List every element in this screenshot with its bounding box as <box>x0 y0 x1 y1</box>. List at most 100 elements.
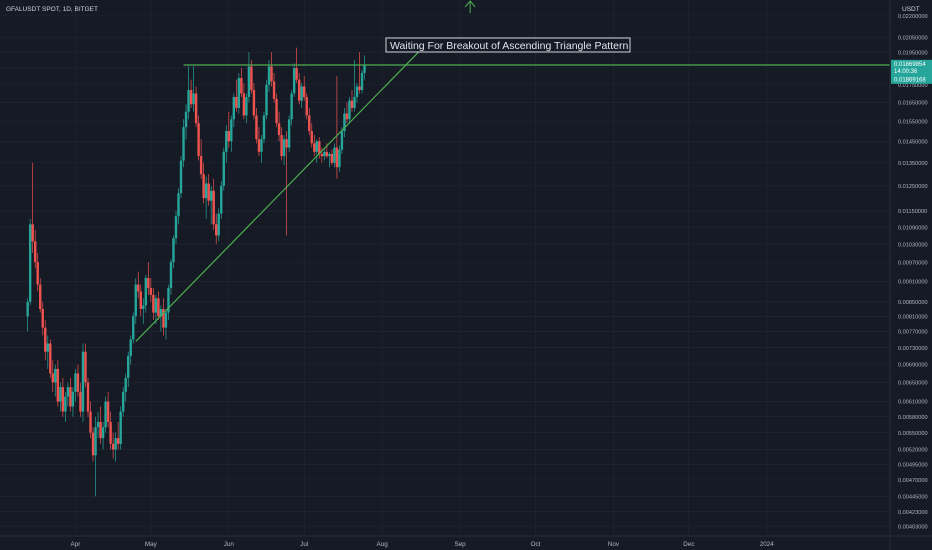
candle-body[interactable] <box>179 160 183 194</box>
candle-body[interactable] <box>280 135 283 157</box>
price-axis[interactable]: 0.022000000.020500000.019500000.01850000… <box>898 14 928 530</box>
candle-body[interactable] <box>147 278 150 288</box>
candle-body[interactable] <box>328 153 331 157</box>
candle-body[interactable] <box>320 153 324 157</box>
candle-body[interactable] <box>257 139 261 152</box>
candle-body[interactable] <box>134 284 137 317</box>
candle-body[interactable] <box>315 141 318 152</box>
candle-body[interactable] <box>144 278 148 306</box>
candle-body[interactable] <box>182 127 185 161</box>
candle-body[interactable] <box>250 66 253 90</box>
candle-body[interactable] <box>169 262 173 288</box>
candle-body[interactable] <box>154 298 158 313</box>
candle-body[interactable] <box>157 298 160 317</box>
candle-body[interactable] <box>207 183 210 201</box>
candle-body[interactable] <box>267 66 271 85</box>
candle-body[interactable] <box>124 377 127 392</box>
candle-body[interactable] <box>287 119 291 148</box>
candle-body[interactable] <box>177 193 180 217</box>
candle-body[interactable] <box>36 262 39 285</box>
candle-body[interactable] <box>247 66 251 98</box>
candle-body[interactable] <box>335 147 339 168</box>
candle-body[interactable] <box>159 308 163 317</box>
candle-body[interactable] <box>139 291 142 309</box>
candle-body[interactable] <box>230 119 233 142</box>
candle-body[interactable] <box>217 213 220 236</box>
candle-body[interactable] <box>199 156 203 175</box>
candle-body[interactable] <box>270 66 273 82</box>
candle-body[interactable] <box>101 427 105 439</box>
candle-body[interactable] <box>220 185 223 214</box>
candle-body[interactable] <box>99 421 102 439</box>
candle-body[interactable] <box>59 387 62 402</box>
candle-body[interactable] <box>277 123 281 136</box>
candle-body[interactable] <box>127 355 130 378</box>
candle-body[interactable] <box>106 401 110 422</box>
candle-body[interactable] <box>330 153 334 163</box>
candle-body[interactable] <box>51 373 54 383</box>
candle-body[interactable] <box>192 93 195 105</box>
candle-body[interactable] <box>297 79 301 101</box>
candle-body[interactable] <box>323 151 326 157</box>
candle-body[interactable] <box>89 411 92 433</box>
candle-body[interactable] <box>132 316 135 340</box>
candle-body[interactable] <box>41 308 44 328</box>
candle-body[interactable] <box>353 97 356 108</box>
candle-body[interactable] <box>358 86 361 90</box>
candle-body[interactable] <box>265 84 268 116</box>
candle-body[interactable] <box>255 115 258 140</box>
candle-body[interactable] <box>237 77 241 108</box>
candle-body[interactable] <box>313 143 316 152</box>
candle-body[interactable] <box>164 312 168 328</box>
candle-body[interactable] <box>300 86 303 101</box>
candle-body[interactable] <box>235 97 238 108</box>
candle-body[interactable] <box>121 391 125 412</box>
candle-body[interactable] <box>137 284 140 292</box>
candle-body[interactable] <box>44 327 47 352</box>
candle-body[interactable] <box>54 368 57 383</box>
candle-body[interactable] <box>292 68 296 94</box>
candle-body[interactable] <box>96 421 100 428</box>
candle-body[interactable] <box>305 97 308 116</box>
candle-body[interactable] <box>325 151 329 157</box>
ascending-trendline[interactable] <box>135 50 421 342</box>
candle-body[interactable] <box>91 432 95 456</box>
candle-body[interactable] <box>114 438 117 450</box>
candle-body[interactable] <box>227 131 230 142</box>
candle-body[interactable] <box>245 97 248 116</box>
candle-body[interactable] <box>295 68 298 80</box>
candle-body[interactable] <box>260 139 263 152</box>
candle-body[interactable] <box>215 224 218 236</box>
candle-body[interactable] <box>355 86 359 98</box>
candle-body[interactable] <box>202 174 205 199</box>
candle-body[interactable] <box>111 443 115 450</box>
candle-body[interactable] <box>172 238 175 263</box>
candle-body[interactable] <box>222 151 225 186</box>
candle-body[interactable] <box>79 391 82 412</box>
candle-body[interactable] <box>56 368 60 402</box>
candle-body[interactable] <box>149 287 153 295</box>
candle-body[interactable] <box>71 391 75 407</box>
candle-body[interactable] <box>184 111 188 128</box>
candle-body[interactable] <box>61 387 65 412</box>
candle-body[interactable] <box>109 421 112 444</box>
candle-body[interactable] <box>26 301 29 317</box>
candle-body[interactable] <box>204 183 208 199</box>
candle-body[interactable] <box>333 147 336 163</box>
candle-body[interactable] <box>240 77 243 94</box>
candle-body[interactable] <box>116 438 120 444</box>
candle-body[interactable] <box>69 387 72 407</box>
candle-body[interactable] <box>64 396 67 412</box>
candle-body[interactable] <box>74 373 77 392</box>
candle-body[interactable] <box>39 284 42 309</box>
candle-body[interactable] <box>350 100 354 108</box>
currency-label[interactable]: USDT <box>902 6 920 13</box>
candle-body[interactable] <box>84 351 87 383</box>
candle-body[interactable] <box>343 113 346 132</box>
candle-body[interactable] <box>194 93 198 124</box>
candle-body[interactable] <box>81 351 85 412</box>
candle-body[interactable] <box>167 287 170 313</box>
annotation-box[interactable] <box>385 37 631 53</box>
candle-body[interactable] <box>142 305 145 309</box>
